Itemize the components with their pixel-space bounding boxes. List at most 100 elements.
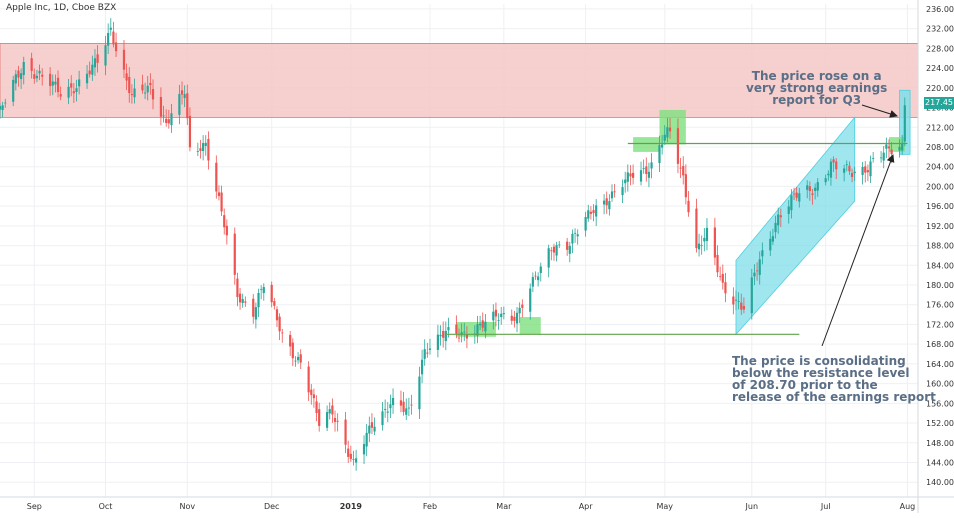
candle-body xyxy=(703,237,706,242)
candle-body xyxy=(233,233,236,275)
candle xyxy=(442,321,445,348)
candle xyxy=(78,70,81,95)
candle xyxy=(273,298,276,310)
candle xyxy=(531,272,534,293)
candle xyxy=(795,186,798,201)
candle xyxy=(724,272,727,303)
candle-body xyxy=(0,106,2,110)
candle-body xyxy=(861,166,864,175)
y-tick-label: 224.00 xyxy=(926,64,954,73)
candle-body xyxy=(666,127,669,138)
candle-body xyxy=(225,225,228,236)
candle-body xyxy=(513,316,516,321)
candle-body xyxy=(737,301,740,303)
candle xyxy=(373,417,376,435)
candle xyxy=(610,184,614,202)
candle-body xyxy=(882,152,885,161)
candle xyxy=(130,84,133,104)
candle-body xyxy=(484,321,487,332)
candle-body xyxy=(439,334,442,337)
candle xyxy=(550,247,553,261)
candle-body xyxy=(236,278,239,297)
candle-body xyxy=(436,334,439,350)
candle-body xyxy=(56,77,60,93)
candle xyxy=(829,158,833,186)
candle xyxy=(626,164,629,192)
symbol-title: Apple Inc, 1D, Cboe BZX xyxy=(6,3,117,13)
candle xyxy=(779,208,782,228)
candle-body xyxy=(347,448,350,457)
candle-body xyxy=(51,81,54,86)
candle-body xyxy=(252,298,255,317)
candle xyxy=(391,388,395,414)
x-tick-label: May xyxy=(656,502,673,511)
candle-body xyxy=(658,145,661,163)
candle-body xyxy=(281,332,284,334)
candle xyxy=(869,155,872,183)
candle-body xyxy=(149,82,152,86)
candle xyxy=(72,82,75,104)
candle-body xyxy=(307,366,310,393)
candle xyxy=(666,117,669,143)
candle xyxy=(167,109,170,129)
candle xyxy=(573,228,577,243)
candle-body xyxy=(721,273,724,283)
candle xyxy=(882,146,885,169)
candle xyxy=(465,326,469,349)
candle-body xyxy=(642,168,645,169)
candle xyxy=(318,402,321,432)
candle xyxy=(291,338,294,367)
candle xyxy=(122,40,126,78)
candle xyxy=(647,162,651,188)
candle-body xyxy=(70,83,73,88)
candle-body xyxy=(753,272,756,277)
candle xyxy=(732,287,735,315)
candle xyxy=(481,312,484,332)
candle xyxy=(33,68,36,84)
candle xyxy=(537,272,540,287)
candle xyxy=(70,75,73,97)
candle-body xyxy=(811,193,814,195)
candle-body xyxy=(465,334,469,339)
candle-body xyxy=(167,119,170,124)
candle xyxy=(832,156,835,173)
candle xyxy=(502,306,505,320)
candle-body xyxy=(35,75,39,79)
candle-body xyxy=(732,296,735,305)
candle-body xyxy=(273,301,276,306)
candle xyxy=(109,18,112,36)
candle-body xyxy=(835,161,838,170)
candle xyxy=(695,198,698,253)
candle xyxy=(734,290,738,311)
candle-body xyxy=(650,162,653,169)
candle-body xyxy=(54,81,57,85)
candle-body xyxy=(107,33,110,46)
candle xyxy=(96,45,99,73)
candle xyxy=(423,339,426,366)
candle xyxy=(328,402,331,420)
candle xyxy=(399,390,403,413)
candle xyxy=(790,189,793,219)
candle-body xyxy=(49,73,52,86)
candle-body xyxy=(178,94,181,115)
candle xyxy=(410,394,413,415)
candle xyxy=(587,204,590,222)
candle xyxy=(850,168,854,183)
y-tick-label: 156.00 xyxy=(926,399,954,408)
candle-body xyxy=(608,201,611,210)
candle xyxy=(88,61,91,78)
last-price-tag: 217.45 xyxy=(924,97,954,109)
candle-body xyxy=(402,401,405,412)
candle-body xyxy=(85,73,89,84)
x-tick-label: Feb xyxy=(423,502,437,511)
candle-body xyxy=(112,31,115,45)
candle-body xyxy=(853,171,856,174)
candle xyxy=(347,440,350,463)
candle-body xyxy=(755,270,759,272)
candle xyxy=(38,64,41,81)
candle xyxy=(238,288,242,310)
candle xyxy=(774,215,777,239)
candle xyxy=(22,56,25,85)
